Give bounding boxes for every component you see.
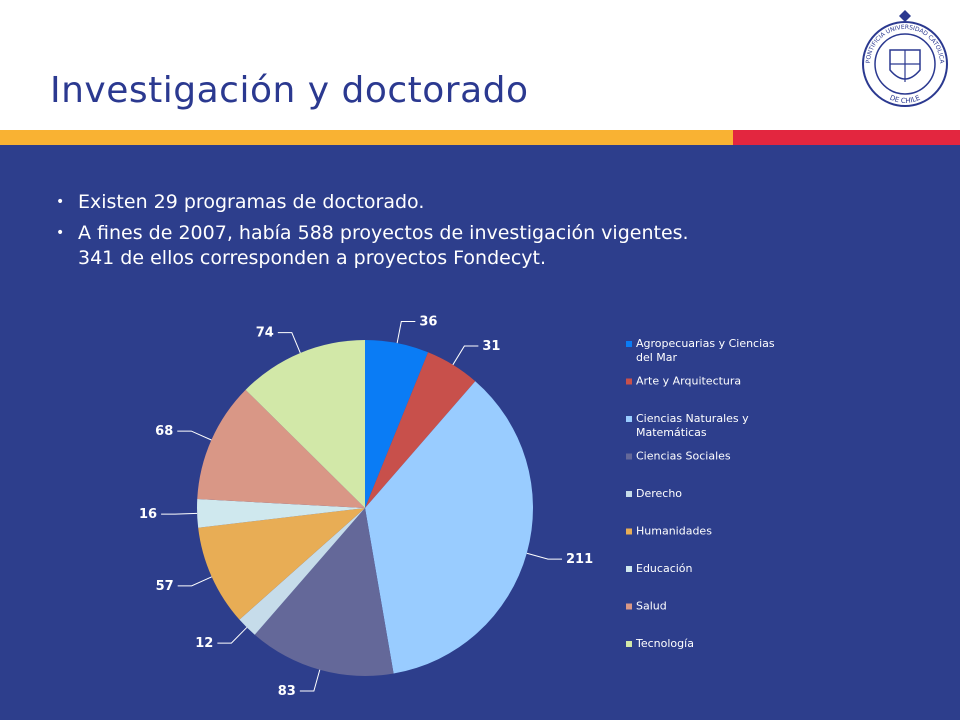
legend-swatch xyxy=(626,603,632,610)
legend-label: Arte y Arquitectura xyxy=(636,375,741,388)
data-label: 68 xyxy=(155,424,173,439)
data-label: 211 xyxy=(566,552,593,567)
pie-slice xyxy=(365,352,476,508)
data-label: 16 xyxy=(139,507,157,522)
pie-slice xyxy=(239,508,365,635)
data-label: 83 xyxy=(278,684,296,699)
bullet-text: Existen 29 programas de doctorado. xyxy=(78,191,425,213)
leader-line xyxy=(177,576,212,587)
slide-header: Investigación y doctorado PONTIFICIA UNI… xyxy=(0,0,960,130)
bullet-marker: • xyxy=(56,194,65,210)
bullet-list: • Existen 29 programas de doctorado. • A… xyxy=(56,190,916,277)
slide-title: Investigación y doctorado xyxy=(50,70,529,111)
data-label: 31 xyxy=(482,339,500,354)
legend-swatch xyxy=(626,453,632,460)
legend-swatch xyxy=(626,341,632,347)
leader-line xyxy=(452,345,479,366)
header-stripe-orange xyxy=(0,130,733,145)
legend-label: Tecnología xyxy=(635,637,694,650)
leader-line xyxy=(299,669,321,692)
legend-label: Matemáticas xyxy=(636,426,707,439)
pie-slice xyxy=(365,381,533,674)
legend-label: Salud xyxy=(636,600,667,613)
bullet-text: A fines de 2007, había 588 proyectos de … xyxy=(78,222,689,244)
bullet-marker: • xyxy=(56,225,65,241)
legend-label: Ciencias Sociales xyxy=(636,450,731,463)
legend-swatch xyxy=(626,416,632,422)
data-label: 74 xyxy=(256,326,274,341)
pie-slice xyxy=(196,499,365,528)
pie-slice xyxy=(365,340,429,508)
legend-label: Educación xyxy=(636,562,693,575)
legend-label: del Mar xyxy=(636,351,678,364)
legend-label: Ciencias Naturales y xyxy=(636,412,749,425)
legend-swatch xyxy=(626,641,632,647)
legend-label: Humanidades xyxy=(636,525,712,538)
leader-line xyxy=(177,430,212,441)
legend-swatch xyxy=(626,566,632,572)
pie-slice xyxy=(197,389,365,508)
legend-swatch xyxy=(626,528,632,535)
legend-label: Agropecuarias y Ciencias xyxy=(636,337,775,350)
leader-line xyxy=(217,627,248,644)
pie-slice xyxy=(245,340,365,508)
bullet-text-continued: 341 de ellos corresponden a proyectos Fo… xyxy=(78,247,546,269)
pie-slice xyxy=(254,508,394,676)
header-stripe-red xyxy=(733,130,960,145)
bullet-item: • Existen 29 programas de doctorado. xyxy=(56,190,916,215)
leader-line xyxy=(161,512,198,515)
data-label: 36 xyxy=(419,315,437,330)
university-seal-icon: PONTIFICIA UNIVERSIDAD CATOLICA DE CHILE xyxy=(862,10,948,107)
svg-text:DE CHILE: DE CHILE xyxy=(888,94,921,105)
legend-swatch xyxy=(626,491,632,497)
leader-line xyxy=(277,332,301,354)
legend-label: Derecho xyxy=(636,487,682,500)
pie-slice xyxy=(198,508,365,620)
leader-line xyxy=(396,321,416,344)
legend-swatch xyxy=(626,378,632,385)
data-label: 12 xyxy=(195,636,213,651)
seal-text-bottom: DE CHILE xyxy=(888,94,921,105)
bullet-item: • A fines de 2007, había 588 proyectos d… xyxy=(56,221,916,271)
leader-line xyxy=(526,552,562,560)
data-label: 57 xyxy=(156,579,174,594)
